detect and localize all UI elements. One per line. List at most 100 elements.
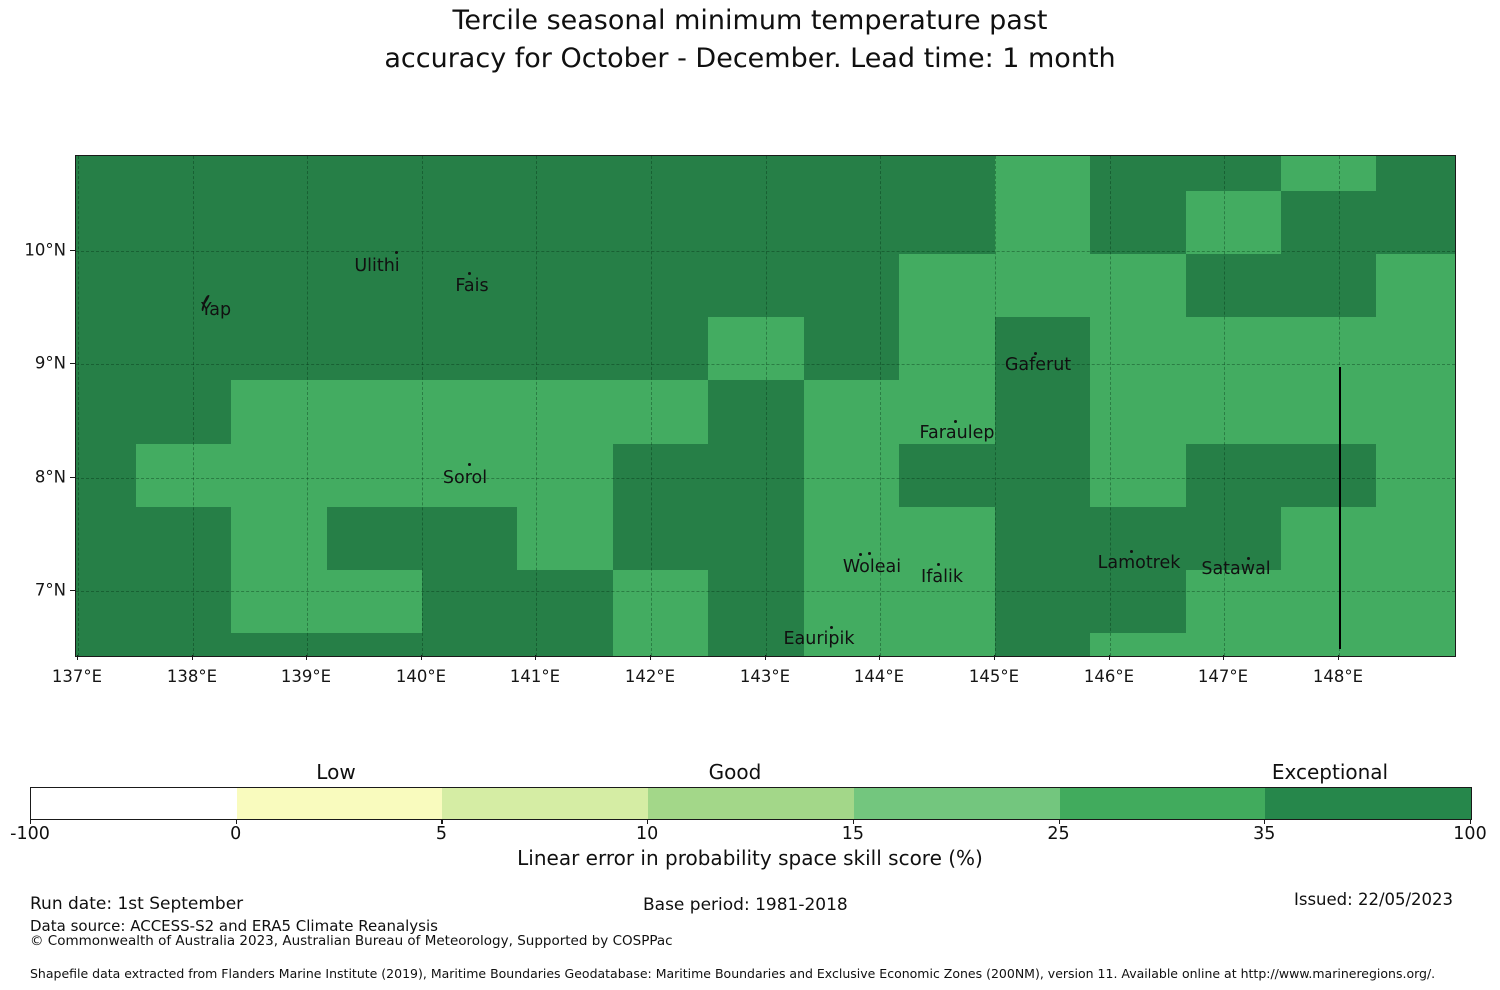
map-cell <box>899 254 995 317</box>
island-label: Satawal <box>1201 559 1271 579</box>
map-cell <box>1186 254 1281 317</box>
map-cell <box>1281 317 1376 380</box>
map-cell <box>1090 254 1186 317</box>
map-cell <box>613 633 708 656</box>
map-cell <box>804 380 899 444</box>
map-cell <box>517 191 613 254</box>
x-axis-tick-label: 145°E <box>968 667 1020 686</box>
map-cell <box>517 633 613 656</box>
map-cell <box>1186 156 1281 191</box>
map-cell <box>231 570 327 633</box>
map-cell <box>136 633 231 656</box>
map-cell <box>1376 380 1455 444</box>
map-cell <box>1376 633 1455 656</box>
map-cell <box>613 191 708 254</box>
yap-island-icon <box>199 294 213 316</box>
axis-tick-mark <box>765 655 767 660</box>
map-cell <box>422 317 517 380</box>
map-cell <box>995 191 1090 254</box>
x-axis-tick-label: 143°E <box>739 667 791 686</box>
map-cell <box>1281 156 1376 191</box>
map-cell <box>327 156 422 191</box>
grid-line-vertical <box>766 156 767 656</box>
colorbar-tick-label: 10 <box>636 824 659 844</box>
map-cell <box>995 444 1090 507</box>
x-axis-tick-label: 141°E <box>509 667 561 686</box>
colorbar-segment <box>648 788 854 819</box>
island-label: Eauripik <box>783 629 855 649</box>
map-cell <box>995 317 1090 380</box>
map-cell <box>76 156 136 191</box>
colorbar-segment <box>1265 788 1472 819</box>
axis-tick-mark <box>192 655 194 660</box>
colorbar-segment <box>1059 788 1266 819</box>
map-cell <box>517 507 613 570</box>
colorbar-category-label: Good <box>708 760 762 784</box>
grid-line-horizontal <box>76 478 1455 479</box>
map-cell <box>708 444 804 507</box>
island-dot <box>1130 550 1133 553</box>
colorbar-tick-label: 25 <box>1047 824 1070 844</box>
map-cell <box>422 570 517 633</box>
map-cell <box>1376 507 1455 570</box>
grid-line-horizontal <box>76 251 1455 252</box>
colorbar-tick-mark <box>852 819 855 824</box>
map-cell <box>1281 507 1376 570</box>
map-cell <box>899 570 995 633</box>
map-cell <box>422 191 517 254</box>
map-cell <box>1376 254 1455 317</box>
x-axis-tick-label: 139°E <box>280 667 332 686</box>
map-cell <box>995 156 1090 191</box>
chart-title-line-1: Tercile seasonal minimum temperature pas… <box>452 5 1048 36</box>
map-cell <box>231 444 327 507</box>
map-cell <box>136 380 231 444</box>
map-cell <box>136 254 231 317</box>
colorbar-tick-mark <box>1058 819 1060 824</box>
colorbar-tick-mark <box>235 819 237 824</box>
colorbar <box>30 787 1472 820</box>
x-axis-tick-label: 142°E <box>624 667 676 686</box>
map-cell <box>231 633 327 656</box>
map-cell <box>899 380 995 444</box>
axis-tick-mark <box>70 363 75 365</box>
map-cell <box>1090 156 1186 191</box>
map-cell <box>327 317 422 380</box>
axis-tick-mark <box>70 477 75 479</box>
map-cell <box>1281 254 1376 317</box>
colorbar-caption: Linear error in probability space skill … <box>517 846 983 870</box>
axis-tick-mark <box>306 655 308 660</box>
island-dot <box>1247 557 1250 560</box>
map-cell <box>708 191 804 254</box>
grid-line-horizontal <box>76 364 1455 365</box>
island-dot <box>937 563 940 566</box>
map-cell <box>804 156 899 191</box>
colorbar-segment <box>853 788 1060 819</box>
axis-tick-mark <box>70 250 75 252</box>
colorbar-tick-mark <box>1264 819 1266 824</box>
map-cell <box>899 444 995 507</box>
map-cell <box>708 317 804 380</box>
grid-line-vertical <box>880 156 881 656</box>
map-cell <box>76 254 136 317</box>
island-label: Gaferut <box>1004 355 1072 375</box>
colorbar-tick-label: 15 <box>841 824 864 844</box>
map-cell <box>231 317 327 380</box>
map-cell <box>1186 570 1281 633</box>
island-dot <box>954 420 957 423</box>
y-axis-tick-label: 9°N <box>34 353 66 373</box>
island-label: Ifalik <box>921 567 963 587</box>
axis-tick-mark <box>879 655 881 660</box>
map-cell <box>613 254 708 317</box>
colorbar-tick-label: 35 <box>1253 824 1276 844</box>
map-cell <box>136 570 231 633</box>
map-cell <box>1186 507 1281 570</box>
island-label: Woleai <box>842 557 902 577</box>
colorbar-tick-label: 5 <box>435 824 447 844</box>
map-cell <box>422 633 517 656</box>
x-axis-tick-label: 137°E <box>51 667 103 686</box>
x-axis-tick-label: 144°E <box>853 667 905 686</box>
axis-tick-mark <box>1223 655 1225 660</box>
map-cell <box>422 507 517 570</box>
map-cell <box>1186 633 1281 656</box>
colorbar-category-label: Exceptional <box>1271 760 1389 784</box>
